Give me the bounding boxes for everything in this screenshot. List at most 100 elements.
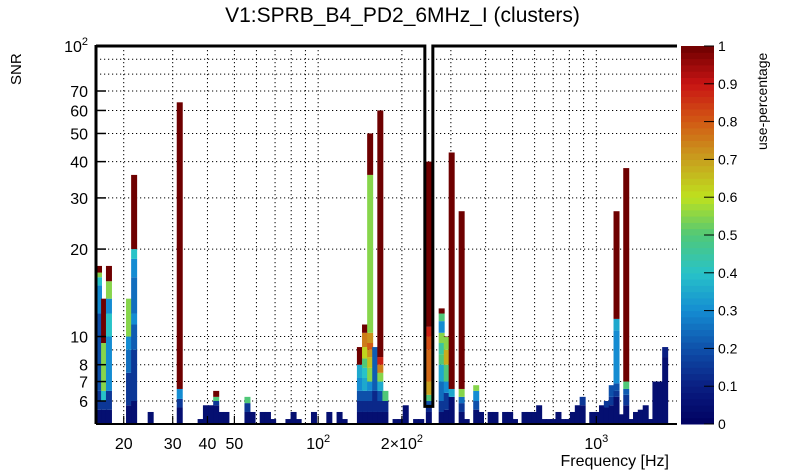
heatmap-cell bbox=[356, 400, 363, 412]
heatmap-cell bbox=[608, 405, 615, 424]
colorbar-tick-label: 0.6 bbox=[718, 189, 738, 205]
heatmap-cell bbox=[521, 411, 528, 424]
heatmap-cell bbox=[96, 265, 103, 273]
heatmap-cell bbox=[218, 411, 225, 424]
colorbar-segment bbox=[681, 298, 714, 305]
heatmap-cell bbox=[105, 265, 112, 282]
heatmap-cell bbox=[458, 411, 465, 424]
heatmap-cell bbox=[418, 419, 425, 424]
heatmap-cell bbox=[244, 411, 251, 424]
heatmap-cell bbox=[96, 277, 103, 286]
heatmap-cell bbox=[637, 409, 644, 424]
y-tick-label: 7 bbox=[79, 375, 88, 392]
heatmap-cell bbox=[101, 409, 108, 424]
heatmap-cell bbox=[377, 400, 384, 412]
heatmap-cell bbox=[443, 336, 450, 338]
heatmap-cell bbox=[310, 411, 317, 424]
heatmap-cell bbox=[372, 411, 379, 424]
heatmap-cell bbox=[425, 394, 432, 401]
heatmap-cell bbox=[531, 411, 538, 424]
heatmap-cell bbox=[96, 409, 103, 424]
heatmap-cell bbox=[613, 383, 620, 391]
heatmap-cell bbox=[270, 419, 277, 424]
colorbar-segment bbox=[681, 140, 714, 148]
colorbar-segment bbox=[681, 153, 714, 160]
x-tick-label: 20 bbox=[115, 436, 133, 453]
heatmap-cell bbox=[425, 400, 432, 406]
heatmap-cell bbox=[443, 392, 450, 410]
heatmap-cell bbox=[652, 381, 659, 424]
heatmap-cell bbox=[131, 324, 138, 350]
heatmap-cell bbox=[478, 411, 485, 424]
heatmap-cell bbox=[438, 411, 445, 424]
heatmap-cell bbox=[589, 411, 596, 424]
colorbar-segment bbox=[681, 102, 714, 110]
chart-title: V1:SPRB_B4_PD2_6MHz_I (clusters) bbox=[225, 4, 580, 27]
y-tick-label: 40 bbox=[70, 155, 88, 172]
colorbar-segment bbox=[681, 46, 714, 53]
colorbar-segment bbox=[681, 417, 714, 425]
colorbar-tick-label: 0.9 bbox=[718, 76, 738, 92]
heatmap-cell bbox=[438, 381, 445, 401]
heatmap-cell bbox=[574, 405, 581, 424]
heatmap-cell bbox=[356, 390, 363, 401]
heatmap-cell bbox=[367, 411, 374, 424]
heatmap-cell bbox=[458, 211, 465, 389]
colorbar-segment bbox=[681, 348, 714, 356]
heatmap-cell bbox=[623, 168, 630, 382]
heatmap-cell bbox=[448, 152, 455, 389]
colorbar-segment bbox=[681, 146, 714, 154]
colorbar-segment bbox=[681, 96, 714, 104]
heatmap-cell bbox=[443, 364, 450, 382]
heatmap-cell bbox=[613, 330, 620, 384]
heatmap-cell bbox=[438, 400, 445, 412]
colorbar-tick-label: 0.3 bbox=[718, 303, 738, 319]
heatmap-cell bbox=[438, 343, 445, 355]
colorbar-segment bbox=[681, 209, 714, 217]
heatmap-cell bbox=[356, 347, 363, 365]
x-tick-label: 2×102 bbox=[381, 433, 423, 453]
heatmap-cell bbox=[377, 381, 384, 391]
colorbar-segment bbox=[681, 90, 714, 97]
heatmap-cell bbox=[382, 390, 389, 401]
heatmap-cell bbox=[598, 405, 605, 424]
heatmap-cell bbox=[126, 405, 133, 424]
heatmap-cell bbox=[244, 403, 251, 412]
heatmap-cell bbox=[443, 336, 450, 350]
colorbar-segment bbox=[681, 235, 714, 242]
heatmap-cell bbox=[425, 326, 432, 337]
heatmap-cell bbox=[341, 419, 348, 424]
heatmap-cell bbox=[560, 419, 567, 424]
heatmap-cell bbox=[608, 396, 615, 406]
x-tick-label: 50 bbox=[226, 436, 244, 453]
heatmap-cell bbox=[213, 396, 220, 401]
heatmap-cell bbox=[101, 400, 108, 410]
heatmap-cell bbox=[372, 390, 379, 412]
heatmap-cell bbox=[126, 372, 133, 406]
colorbar-segment bbox=[681, 172, 714, 179]
heatmap-cell bbox=[662, 347, 669, 358]
heatmap-cell bbox=[473, 400, 480, 410]
x-tick-label: 40 bbox=[199, 436, 217, 453]
colorbar-segment bbox=[681, 260, 714, 267]
heatmap-cell bbox=[569, 411, 576, 424]
heatmap-cell bbox=[473, 390, 480, 401]
heatmap-cell bbox=[565, 419, 572, 424]
heatmap-cell bbox=[613, 211, 620, 319]
heatmap-cell bbox=[101, 298, 108, 344]
colorbar-tick-label: 0.4 bbox=[718, 265, 738, 281]
heatmap-cell bbox=[382, 411, 389, 424]
heatmap-cell bbox=[367, 381, 374, 391]
heatmap-cell bbox=[367, 174, 374, 333]
heatmap-cell bbox=[397, 419, 404, 424]
heatmap-cell bbox=[425, 411, 432, 424]
colorbar-tick-label: 1 bbox=[718, 38, 726, 54]
heatmap-cell bbox=[367, 367, 374, 382]
heatmap-cell bbox=[507, 411, 514, 424]
y-tick-label: 30 bbox=[70, 191, 88, 208]
heatmap-cell bbox=[579, 405, 586, 424]
heatmap-cell bbox=[382, 400, 389, 412]
heatmap-cell bbox=[623, 394, 630, 406]
heatmap-cell bbox=[633, 411, 640, 424]
